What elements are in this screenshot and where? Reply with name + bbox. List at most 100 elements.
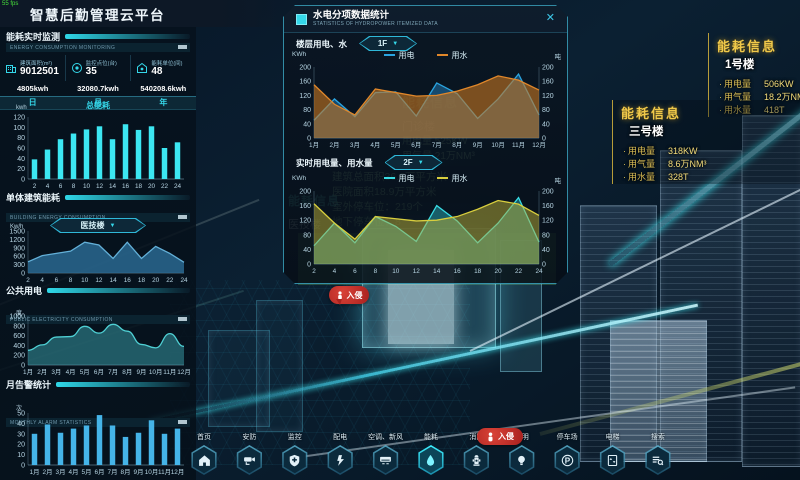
parking-icon: P (556, 446, 579, 474)
y-unit-label: 度 (16, 311, 23, 317)
nav-label: 能耗 (423, 434, 438, 441)
svg-text:4: 4 (333, 268, 337, 275)
svg-text:10: 10 (83, 183, 91, 190)
floor-select-dropdown[interactable]: 1F ▼ (359, 36, 417, 51)
nav-item-elevator[interactable]: 电梯 (593, 433, 633, 480)
svg-text:600: 600 (13, 333, 25, 340)
svg-text:120: 120 (542, 93, 554, 100)
svg-text:800: 800 (13, 323, 25, 330)
legend-item[interactable]: 用水 (436, 173, 468, 184)
legend-item[interactable]: 用水 (436, 50, 468, 61)
svg-text:12: 12 (96, 183, 104, 190)
section-title: 能耗实时监测 (6, 32, 61, 42)
svg-text:6: 6 (55, 277, 59, 284)
nav-item-security[interactable]: 安防 (229, 433, 269, 480)
section-title: 单体建筑能耗 (6, 193, 61, 203)
chart-legend: 用电 用水 (284, 173, 567, 183)
svg-text:40: 40 (17, 156, 25, 163)
section-accent-bar (65, 34, 190, 39)
svg-text:10: 10 (81, 277, 89, 284)
elevator-icon (601, 446, 624, 474)
nav-item-home[interactable]: 首页 (184, 433, 224, 480)
nav-item-hvac[interactable]: 空调、新风 (366, 433, 406, 480)
nav-label: 电梯 (605, 434, 620, 441)
svg-text:14: 14 (110, 277, 118, 284)
home-icon (192, 446, 216, 474)
svg-text:4月: 4月 (66, 368, 76, 376)
y-unit-right: 吨 (554, 54, 562, 61)
svg-text:12月: 12月 (532, 141, 546, 149)
wireframe-building (208, 330, 270, 427)
svg-text:22: 22 (161, 183, 169, 190)
svg-text:0: 0 (21, 271, 25, 278)
nav-item-power[interactable]: 配电 (320, 433, 360, 480)
svg-text:100: 100 (13, 125, 25, 132)
svg-text:120: 120 (13, 115, 25, 122)
svg-text:8: 8 (72, 183, 76, 190)
modal-close-button[interactable]: ✕ (545, 12, 555, 24)
svg-text:6: 6 (353, 268, 357, 275)
svg-text:160: 160 (542, 79, 554, 86)
section-monthly-alarm: 月告警统计 (0, 379, 196, 390)
period-label[interactable]: 日 (28, 98, 37, 107)
svg-text:11月: 11月 (163, 368, 176, 376)
svg-text:40: 40 (542, 247, 550, 254)
hexagon-frame: P (554, 445, 580, 475)
legend-item[interactable]: 用电 (383, 50, 415, 61)
floor-usage-section: 楼层用电、水 1F ▼ (296, 36, 417, 51)
stat-label: 建筑面积(m²) (20, 61, 53, 67)
total-value: 4805kwh (17, 84, 49, 93)
building-select-dropdown[interactable]: 医技楼 ▼ (50, 215, 146, 233)
svg-text:5月: 5月 (391, 141, 401, 149)
svg-text:120: 120 (299, 218, 311, 225)
svg-text:11月: 11月 (158, 468, 171, 476)
svg-text:7月: 7月 (108, 468, 118, 476)
period-label[interactable]: 年 (159, 98, 168, 107)
stat-energy-units: 能耗单位(间) 48 (130, 55, 196, 81)
svg-text:4月: 4月 (69, 468, 79, 476)
svg-text:50: 50 (17, 411, 25, 418)
y-unit-left: KWh (292, 51, 307, 58)
svg-text:1200: 1200 (9, 237, 25, 244)
intrusion-alert-badge[interactable]: 入侵 (329, 286, 369, 305)
svg-text:5月: 5月 (80, 368, 90, 376)
fire-hydrant-icon (465, 446, 488, 474)
nav-item-monitoring[interactable]: 监控 (275, 433, 315, 480)
period-label[interactable]: 月 (93, 98, 102, 107)
dropdown-value: 医技楼 (80, 221, 105, 230)
nav-item-parking[interactable]: 停车场 P (547, 433, 587, 480)
legend-swatch (383, 176, 395, 180)
svg-text:160: 160 (299, 79, 311, 86)
nav-item-search[interactable]: 搜索 (638, 433, 678, 480)
intrusion-alert-badge[interactable]: 入侵 (477, 428, 523, 445)
nav-label: 空调、新风 (368, 434, 404, 441)
person-icon (337, 290, 342, 299)
badge-label: 入侵 (346, 290, 363, 300)
realtime-usage-section: 实时用电量、用水量 2F ▼ (296, 155, 443, 170)
svg-text:24: 24 (535, 268, 543, 275)
svg-text:4: 4 (40, 277, 44, 284)
nav-item-energy[interactable]: 能耗 (411, 433, 451, 480)
svg-text:2: 2 (33, 183, 37, 190)
nav-item-fire[interactable]: 消防 (456, 433, 496, 480)
svg-text:160: 160 (542, 203, 554, 210)
section-subtitle: ENERGY CONSUMPTION MONITORING (6, 43, 190, 52)
chevron-down-icon: ▼ (417, 159, 424, 166)
svg-text:1月: 1月 (23, 368, 33, 376)
svg-text:8: 8 (374, 268, 378, 275)
security-camera-icon (238, 446, 261, 474)
legend-item[interactable]: 用电 (383, 173, 415, 184)
svg-text:6月: 6月 (411, 141, 421, 149)
svg-text:11月: 11月 (512, 141, 525, 149)
nav-label: 首页 (197, 434, 211, 441)
svg-text:6: 6 (59, 183, 63, 190)
floor2-select-dropdown[interactable]: 2F ▼ (385, 155, 443, 170)
section-title: 楼层用电、水 (296, 38, 348, 49)
svg-text:8月: 8月 (121, 468, 131, 476)
nav-label: 监控 (287, 434, 302, 441)
nav-item-lighting[interactable]: 照明 (502, 433, 542, 480)
legend-label: 用电 (398, 50, 415, 60)
stat-label: 能耗单位(间) (151, 61, 183, 67)
svg-text:14: 14 (109, 183, 117, 190)
stat-value: 35 (85, 66, 97, 77)
